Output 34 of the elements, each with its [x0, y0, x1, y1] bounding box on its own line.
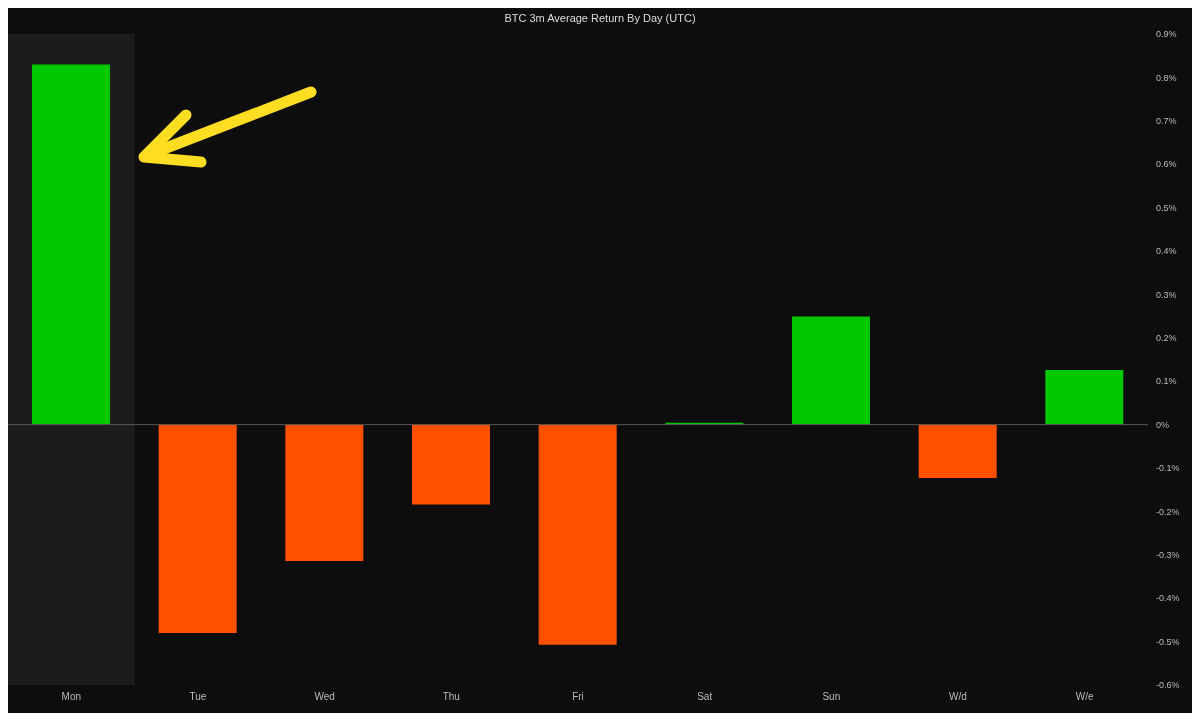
bar — [412, 424, 490, 505]
x-tick-label: Mon — [61, 691, 82, 703]
y-tick-label: -0.6% — [1156, 680, 1180, 691]
y-tick-label: -0.5% — [1156, 636, 1180, 647]
y-tick-label: 0.4% — [1156, 246, 1177, 257]
y-tick-label: 0.9% — [1156, 29, 1177, 40]
bar — [32, 64, 110, 425]
y-tick-label: -0.1% — [1156, 463, 1180, 474]
y-tick-label: 0.3% — [1156, 289, 1177, 300]
bar — [1045, 369, 1124, 425]
x-tick-label: Fri — [572, 691, 584, 703]
y-tick-label: 0% — [1156, 419, 1170, 430]
bar — [538, 424, 617, 645]
y-tick-label: 0.2% — [1156, 332, 1177, 343]
y-tick-label: 0.1% — [1156, 376, 1177, 387]
x-tick-label: Thu — [442, 691, 460, 703]
bar — [792, 316, 870, 425]
y-tick-label: -0.3% — [1156, 549, 1180, 560]
y-tick-label: 0.5% — [1156, 202, 1177, 213]
bar — [285, 424, 364, 561]
y-tick-label: -0.2% — [1156, 506, 1180, 517]
y-tick-label: -0.4% — [1156, 593, 1180, 604]
chart-title: BTC 3m Average Return By Day (UTC) — [503, 12, 697, 24]
bar — [918, 424, 997, 478]
y-tick-label: 0.7% — [1156, 116, 1177, 126]
y-tick-label: 0.8% — [1156, 72, 1177, 83]
bar — [158, 424, 237, 633]
x-tick-label: W/d — [949, 691, 967, 703]
x-tick-label: Tue — [189, 691, 207, 703]
x-tick-label: W/e — [1075, 691, 1094, 703]
x-tick-label: Wed — [314, 691, 335, 703]
x-tick-label: Sun — [822, 691, 841, 703]
x-tick-label: Sat — [697, 691, 713, 703]
y-tick-label: 0.6% — [1156, 159, 1177, 170]
